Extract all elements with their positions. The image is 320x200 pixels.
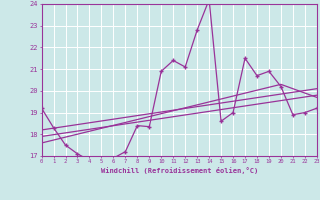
X-axis label: Windchill (Refroidissement éolien,°C): Windchill (Refroidissement éolien,°C) (100, 167, 258, 174)
